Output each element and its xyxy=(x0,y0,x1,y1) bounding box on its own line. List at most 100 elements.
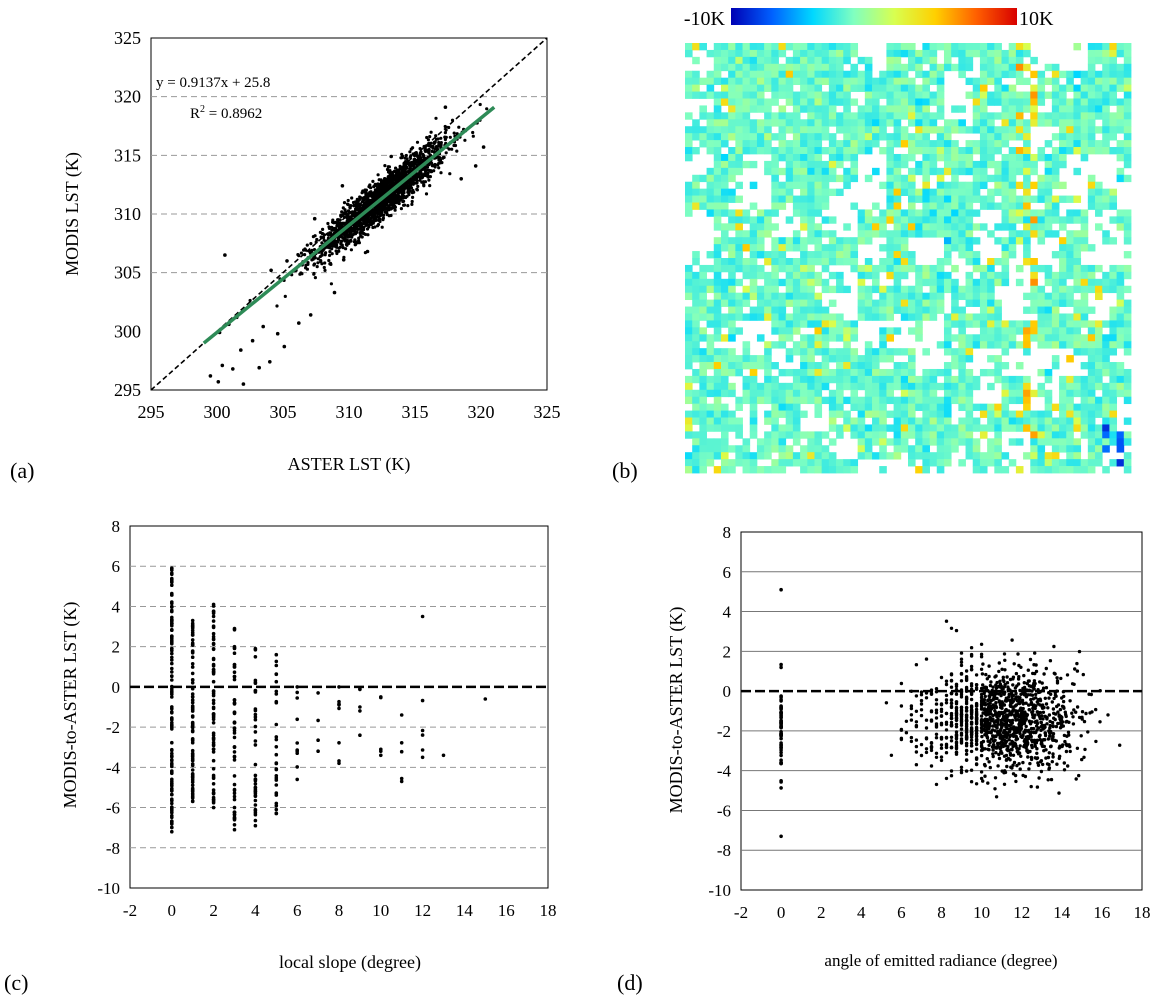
heatmap-cell xyxy=(735,244,743,252)
heatmap-cell xyxy=(713,112,722,120)
heatmap-cell xyxy=(713,292,722,301)
heatmap-cell xyxy=(699,424,707,432)
heatmap-cell xyxy=(922,91,930,99)
heatmap-cell xyxy=(1080,126,1089,134)
heatmap-cell xyxy=(735,417,743,425)
heatmap-cell xyxy=(699,466,707,474)
heatmap-cell xyxy=(792,167,801,176)
heatmap-cell xyxy=(915,160,923,169)
heatmap-cell xyxy=(915,285,923,294)
heatmap-cell xyxy=(1015,320,1024,328)
heatmap-cell xyxy=(979,195,988,203)
heatmap-cell xyxy=(936,396,945,405)
heatmap-cell xyxy=(1080,375,1089,384)
heatmap-cell xyxy=(958,292,966,301)
heatmap-cell xyxy=(1030,70,1038,79)
heatmap-cell xyxy=(814,188,823,196)
data-point xyxy=(232,628,237,632)
heatmap-cell xyxy=(1080,362,1089,370)
data-point xyxy=(400,168,404,172)
heatmap-cell xyxy=(1102,341,1110,349)
heatmap-cell xyxy=(943,410,952,418)
heatmap-cell xyxy=(1066,264,1074,273)
heatmap-cell xyxy=(900,299,909,307)
heatmap-cell xyxy=(1066,77,1074,86)
heatmap-cell xyxy=(951,445,959,453)
heatmap-cell xyxy=(1095,292,1103,301)
data-point xyxy=(453,143,458,148)
heatmap-cell xyxy=(936,91,945,99)
heatmap-cell xyxy=(1087,438,1096,446)
heatmap-cell xyxy=(1073,251,1082,259)
heatmap-cell xyxy=(922,452,930,460)
heatmap-cell xyxy=(1087,140,1096,148)
heatmap-cell xyxy=(1023,230,1031,238)
heatmap-cell xyxy=(843,396,851,405)
heatmap-cell xyxy=(987,153,995,162)
heatmap-cell xyxy=(828,320,837,328)
heatmap-cell xyxy=(987,285,995,294)
heatmap-cell xyxy=(1080,285,1089,294)
heatmap-cell xyxy=(1123,452,1132,460)
heatmap-cell xyxy=(706,112,715,120)
heatmap-cell xyxy=(965,126,974,134)
heatmap-cell xyxy=(1066,341,1074,349)
heatmap-cell xyxy=(785,140,794,148)
heatmap-cell xyxy=(987,292,995,301)
data-point xyxy=(459,177,464,181)
heatmap-cell xyxy=(692,445,700,453)
heatmap-cell xyxy=(800,223,808,231)
heatmap-cell xyxy=(792,264,801,273)
heatmap-cell xyxy=(1066,396,1074,405)
heatmap-cell xyxy=(1066,452,1074,460)
heatmap-cell xyxy=(1123,382,1132,391)
heatmap-cell xyxy=(1030,223,1038,231)
heatmap-cell xyxy=(1051,147,1060,155)
heatmap-cell xyxy=(699,77,707,86)
heatmap-cell xyxy=(699,348,707,356)
heatmap-cell xyxy=(1037,70,1046,79)
heatmap-cell xyxy=(900,49,909,58)
heatmap-cell xyxy=(922,299,930,307)
heatmap-cell xyxy=(850,43,859,51)
heatmap-cell xyxy=(972,77,981,86)
heatmap-cell xyxy=(720,285,729,294)
heatmap-cell xyxy=(1051,251,1060,259)
heatmap-cell xyxy=(979,306,988,314)
heatmap-cell xyxy=(1023,258,1031,266)
heatmap-cell xyxy=(936,403,945,411)
heatmap-cell xyxy=(756,438,765,446)
y-tick-label: 310 xyxy=(114,204,141,224)
heatmap-cell xyxy=(720,403,729,411)
heatmap-cell xyxy=(1073,195,1082,203)
heatmap-cell xyxy=(720,181,729,190)
heatmap-cell xyxy=(785,320,794,328)
heatmap-cell xyxy=(1059,285,1067,294)
heatmap-cell xyxy=(785,70,794,79)
heatmap-cell xyxy=(864,216,873,224)
heatmap-cell xyxy=(1109,56,1118,65)
heatmap-cell xyxy=(965,417,974,425)
heatmap-cell xyxy=(908,77,916,86)
data-point xyxy=(337,249,341,253)
heatmap-cell xyxy=(936,174,945,183)
heatmap-cell xyxy=(1008,98,1017,106)
heatmap-cell xyxy=(713,56,722,65)
heatmap-cell xyxy=(900,133,909,141)
heatmap-cell xyxy=(1059,258,1067,266)
data-point xyxy=(432,140,436,144)
heatmap-cell xyxy=(821,264,830,273)
heatmap-cell xyxy=(929,452,938,460)
heatmap-cell xyxy=(713,251,722,259)
data-point xyxy=(427,178,431,182)
heatmap-cell xyxy=(915,264,923,273)
heatmap-cell xyxy=(1109,271,1118,280)
heatmap-cell xyxy=(1030,292,1038,301)
heatmap-cell xyxy=(900,431,909,439)
heatmap-cell xyxy=(958,147,966,155)
heatmap-cell xyxy=(1001,278,1010,287)
heatmap-cell xyxy=(915,98,923,106)
heatmap-cell xyxy=(764,417,772,425)
heatmap-cell xyxy=(685,313,693,321)
heatmap-cell xyxy=(1023,410,1031,418)
